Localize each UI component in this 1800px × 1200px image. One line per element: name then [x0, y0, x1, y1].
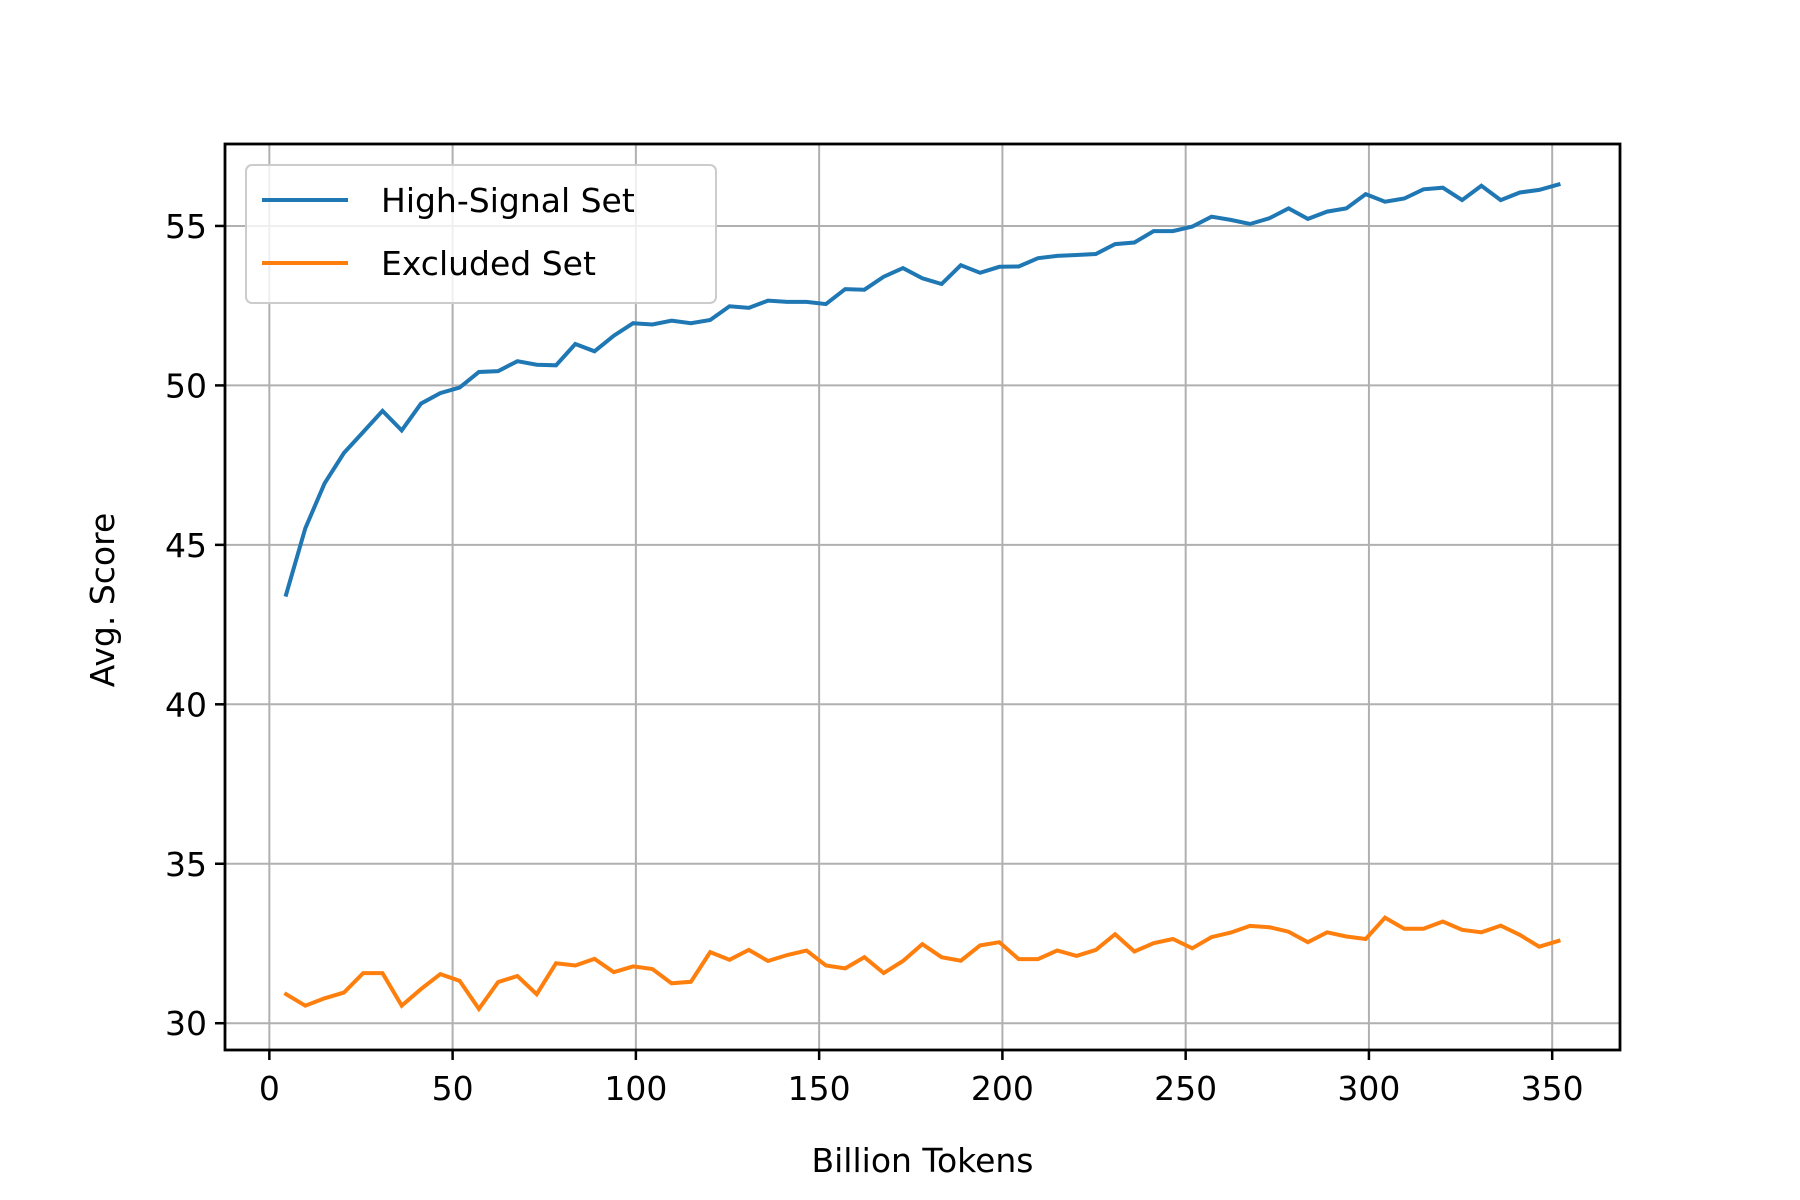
- y-tick-label: 40: [165, 685, 207, 724]
- x-tick-label: 150: [788, 1069, 851, 1108]
- y-axis-label: Avg. Score: [83, 513, 122, 688]
- x-tick-label: 250: [1154, 1069, 1217, 1108]
- series-excluded-set: [283, 915, 1561, 1013]
- x-tick-label: 300: [1337, 1069, 1400, 1108]
- y-tick-label: 55: [165, 207, 207, 246]
- y-tick-label: 30: [165, 1004, 207, 1043]
- axes-frame: [223, 142, 1622, 1052]
- series-high-signal-set: [283, 182, 1561, 598]
- legend-label-excluded: Excluded Set: [381, 244, 596, 283]
- x-tick-label: 100: [604, 1069, 667, 1108]
- series-lines: [283, 182, 1561, 1013]
- x-tick-label: 350: [1521, 1069, 1584, 1108]
- x-tick-label: 50: [432, 1069, 474, 1108]
- x-tick-label: 0: [259, 1069, 280, 1108]
- x-axis-label: Billion Tokens: [812, 1141, 1034, 1180]
- y-tick-label: 45: [165, 526, 207, 565]
- legend-box: [245, 164, 717, 304]
- y-axis-ticks: 30 35 40 45 50 55: [165, 207, 225, 1043]
- y-tick-label: 35: [165, 845, 207, 884]
- legend-label-high-signal: High-Signal Set: [381, 181, 635, 220]
- x-axis-ticks: 0 50 100 150 200 250 300 350: [259, 1050, 1584, 1108]
- x-tick-label: 200: [971, 1069, 1034, 1108]
- y-tick-label: 50: [165, 366, 207, 405]
- legend: High-Signal Set Excluded Set: [245, 164, 717, 304]
